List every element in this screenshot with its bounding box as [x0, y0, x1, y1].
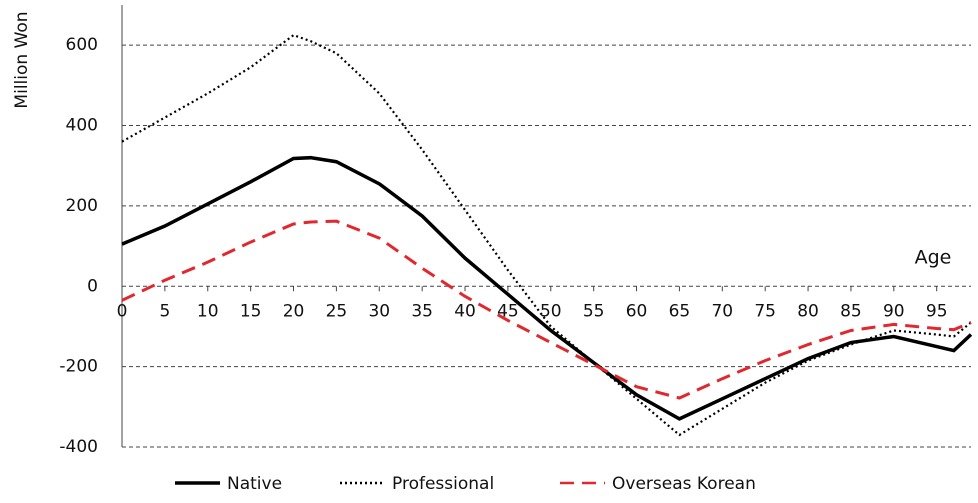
x-tick-label: 50	[540, 301, 562, 321]
x-tick-label: 10	[197, 301, 219, 321]
x-tick-label: 20	[283, 301, 305, 321]
x-tick-label: 25	[326, 301, 348, 321]
x-tick-label: 0	[117, 301, 128, 321]
x-tick-label: 60	[626, 301, 648, 321]
x-tick-label: 55	[583, 301, 605, 321]
y-tick-label: 400	[66, 116, 98, 136]
x-tick-label: 70	[711, 301, 733, 321]
y-tick-label: 600	[66, 35, 98, 55]
series-line	[121, 155, 973, 421]
x-tick-label: 90	[883, 301, 905, 321]
series-line	[121, 219, 972, 400]
legend-label: Overseas Korean	[612, 474, 756, 494]
x-tick-label: 35	[411, 301, 433, 321]
y-tick-label: -200	[59, 357, 98, 377]
y-axis-label: Million Won	[12, 11, 32, 108]
x-tick-label: 95	[926, 301, 948, 321]
x-tick-label: 85	[840, 301, 862, 321]
x-tick-label: 65	[669, 301, 691, 321]
legend-label: Professional	[392, 474, 494, 494]
x-tick-label: 30	[368, 301, 390, 321]
legend-label: Native	[227, 474, 282, 494]
y-tick-label: 0	[87, 276, 98, 296]
x-tick-label: 75	[754, 301, 776, 321]
x-tick-label: 15	[240, 301, 262, 321]
x-tick-label: 40	[454, 301, 476, 321]
y-tick-label: -400	[59, 437, 98, 457]
x-axis-label: Age	[915, 247, 952, 269]
y-tick-label: 200	[66, 196, 98, 216]
x-tick-label: 5	[159, 301, 170, 321]
x-tick-label: 45	[497, 301, 519, 321]
series-line	[121, 33, 972, 437]
x-tick-label: 80	[797, 301, 819, 321]
